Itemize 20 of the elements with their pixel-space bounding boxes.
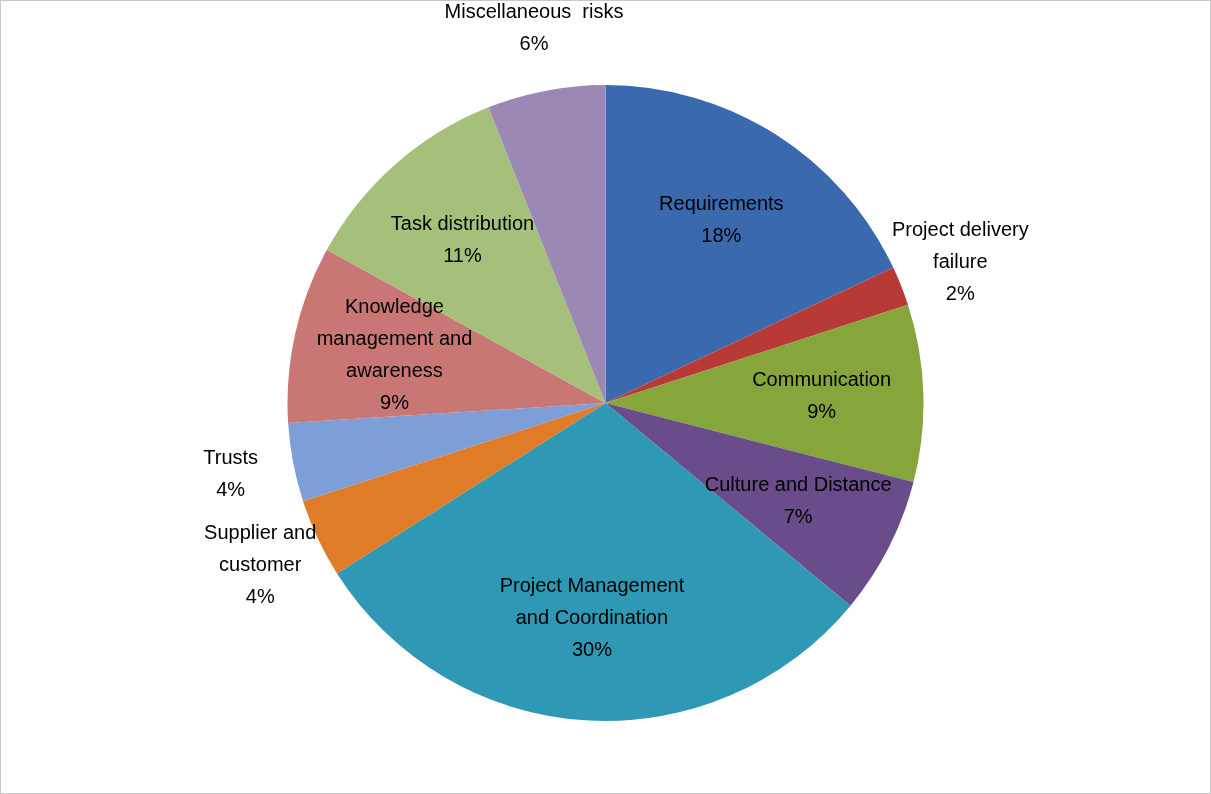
data-label: 7% bbox=[783, 504, 813, 527]
slice-label: Culture and Distance bbox=[704, 472, 892, 495]
slice-label: Task distribution bbox=[390, 212, 535, 235]
slice-label: Project delivery failure bbox=[891, 218, 1029, 273]
slice-label: Miscellaneous risks bbox=[444, 0, 624, 22]
slice-label: Communication bbox=[752, 367, 892, 390]
data-label: 30% bbox=[571, 638, 613, 661]
data-label: 11% bbox=[443, 244, 482, 267]
slice-label: Supplier and customer bbox=[204, 520, 317, 575]
slice-label: Requirements bbox=[659, 191, 784, 214]
data-label: 18% bbox=[701, 223, 742, 246]
data-label: 9% bbox=[807, 399, 837, 422]
slice-label: Trusts bbox=[203, 446, 259, 469]
data-label: 4% bbox=[216, 478, 246, 501]
slice-label: Knowledge management and awareness bbox=[316, 295, 473, 382]
data-label: 2% bbox=[945, 282, 975, 305]
data-label: 4% bbox=[245, 584, 275, 607]
data-label: 9% bbox=[380, 391, 410, 414]
data-label: 6% bbox=[519, 31, 549, 54]
slice-label: Project Management and Coordination bbox=[499, 574, 685, 629]
